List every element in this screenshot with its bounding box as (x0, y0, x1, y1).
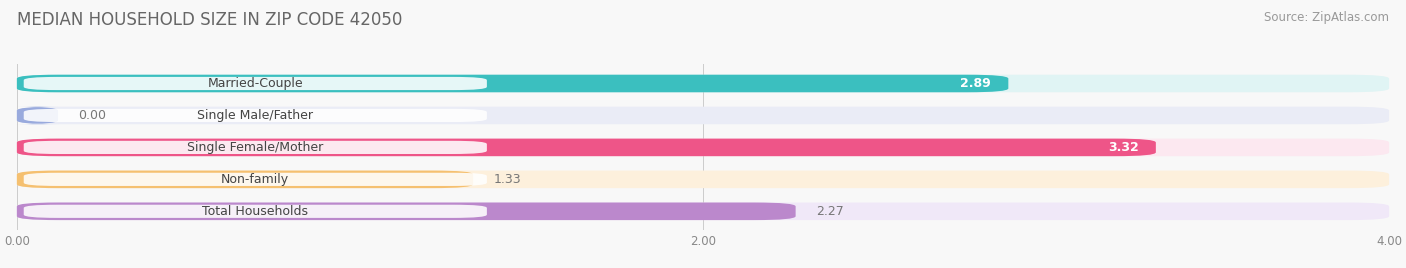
Text: Single Female/Mother: Single Female/Mother (187, 141, 323, 154)
FancyBboxPatch shape (17, 139, 1156, 156)
FancyBboxPatch shape (17, 170, 474, 188)
FancyBboxPatch shape (17, 139, 1389, 156)
FancyBboxPatch shape (24, 141, 486, 154)
Text: MEDIAN HOUSEHOLD SIZE IN ZIP CODE 42050: MEDIAN HOUSEHOLD SIZE IN ZIP CODE 42050 (17, 11, 402, 29)
Text: Non-family: Non-family (221, 173, 290, 186)
FancyBboxPatch shape (17, 107, 58, 124)
FancyBboxPatch shape (17, 75, 1389, 92)
FancyBboxPatch shape (17, 107, 1389, 124)
Text: 2.27: 2.27 (817, 205, 844, 218)
Text: Total Households: Total Households (202, 205, 308, 218)
Text: Married-Couple: Married-Couple (208, 77, 304, 90)
Text: 3.32: 3.32 (1108, 141, 1139, 154)
Text: 1.33: 1.33 (494, 173, 522, 186)
Text: 2.89: 2.89 (960, 77, 991, 90)
FancyBboxPatch shape (17, 203, 1389, 220)
FancyBboxPatch shape (17, 203, 796, 220)
FancyBboxPatch shape (17, 75, 1008, 92)
Text: Source: ZipAtlas.com: Source: ZipAtlas.com (1264, 11, 1389, 24)
FancyBboxPatch shape (24, 205, 486, 218)
FancyBboxPatch shape (24, 109, 486, 122)
FancyBboxPatch shape (24, 173, 486, 186)
FancyBboxPatch shape (24, 77, 486, 90)
Text: 0.00: 0.00 (79, 109, 107, 122)
Text: Single Male/Father: Single Male/Father (197, 109, 314, 122)
FancyBboxPatch shape (17, 170, 1389, 188)
